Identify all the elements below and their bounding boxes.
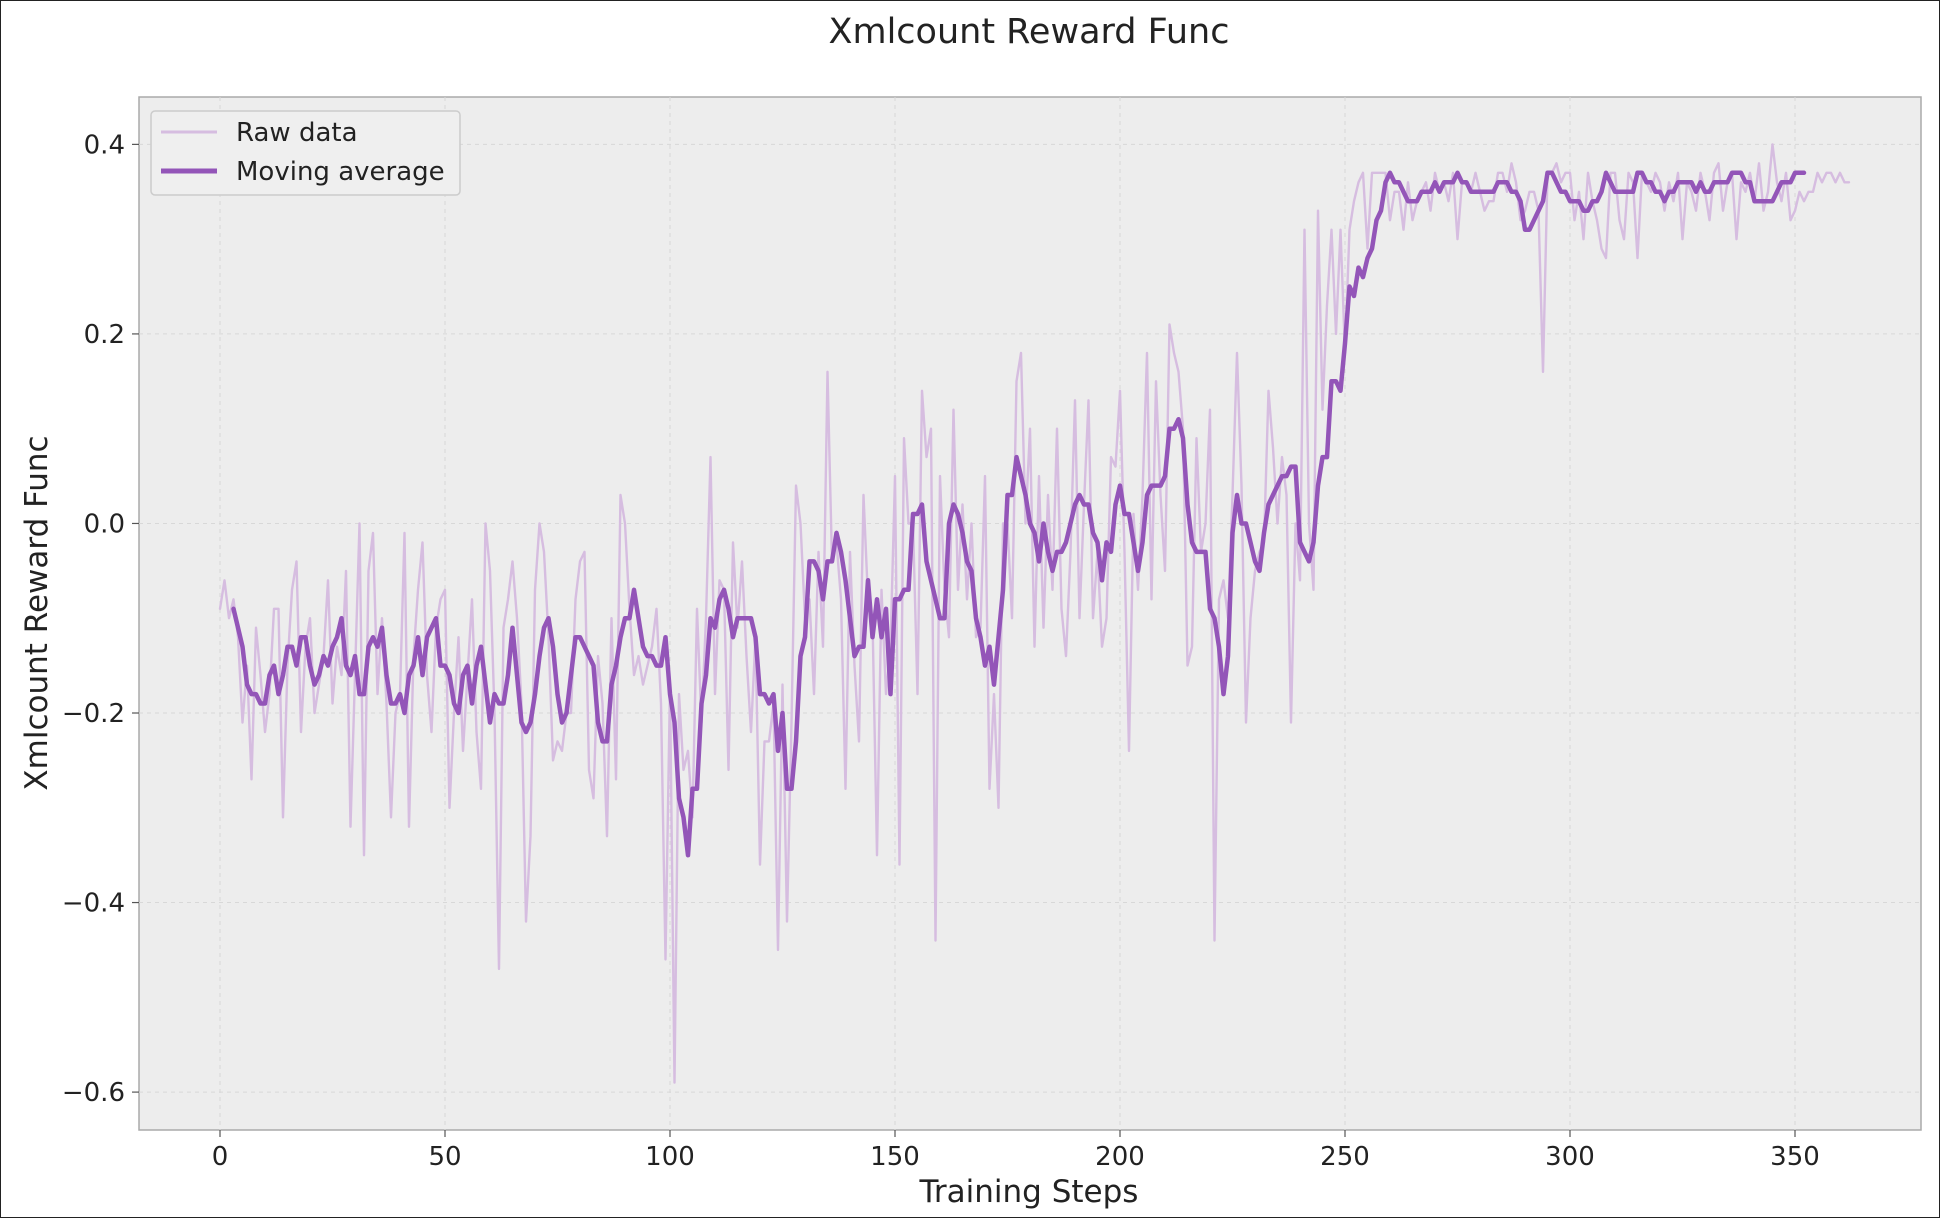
y-axis-ticks: −0.6 −0.4 −0.2 0.0 0.2 0.4 — [62, 130, 139, 1108]
series-moving-average-line — [231, 170, 1807, 858]
legend-box — [150, 110, 461, 196]
legend-label-raw: Raw data — [236, 118, 358, 148]
y-tick-label: −0.6 — [62, 1078, 125, 1108]
x-tick-label: 150 — [870, 1142, 920, 1172]
y-tick-label: −0.2 — [62, 699, 125, 729]
y-tick-label: 0.4 — [84, 130, 125, 160]
x-tick-label: 200 — [1095, 1142, 1145, 1172]
x-axis-ticks: 0 50 100 150 200 250 300 350 — [212, 1130, 1820, 1172]
y-tick-label: 0.2 — [84, 320, 125, 350]
x-axis-label: Training Steps — [919, 1174, 1139, 1210]
x-tick-label: 0 — [212, 1142, 229, 1172]
x-tick-label: 100 — [645, 1142, 695, 1172]
legend: Raw data Moving average — [150, 110, 461, 196]
plot-area — [138, 96, 1922, 1131]
x-tick-label: 250 — [1320, 1142, 1370, 1172]
series-layer — [218, 143, 1851, 1084]
chart-title: Xmlcount Reward Func — [829, 12, 1230, 52]
legend-label-moving-average: Moving average — [236, 157, 445, 187]
x-tick-label: 350 — [1770, 1142, 1820, 1172]
x-tick-label: 50 — [428, 1142, 461, 1172]
y-tick-label: 0.0 — [84, 509, 125, 539]
y-axis-label: Xmlcount Reward Func — [19, 435, 55, 790]
x-tick-label: 300 — [1545, 1142, 1595, 1172]
y-tick-label: −0.4 — [62, 889, 125, 919]
